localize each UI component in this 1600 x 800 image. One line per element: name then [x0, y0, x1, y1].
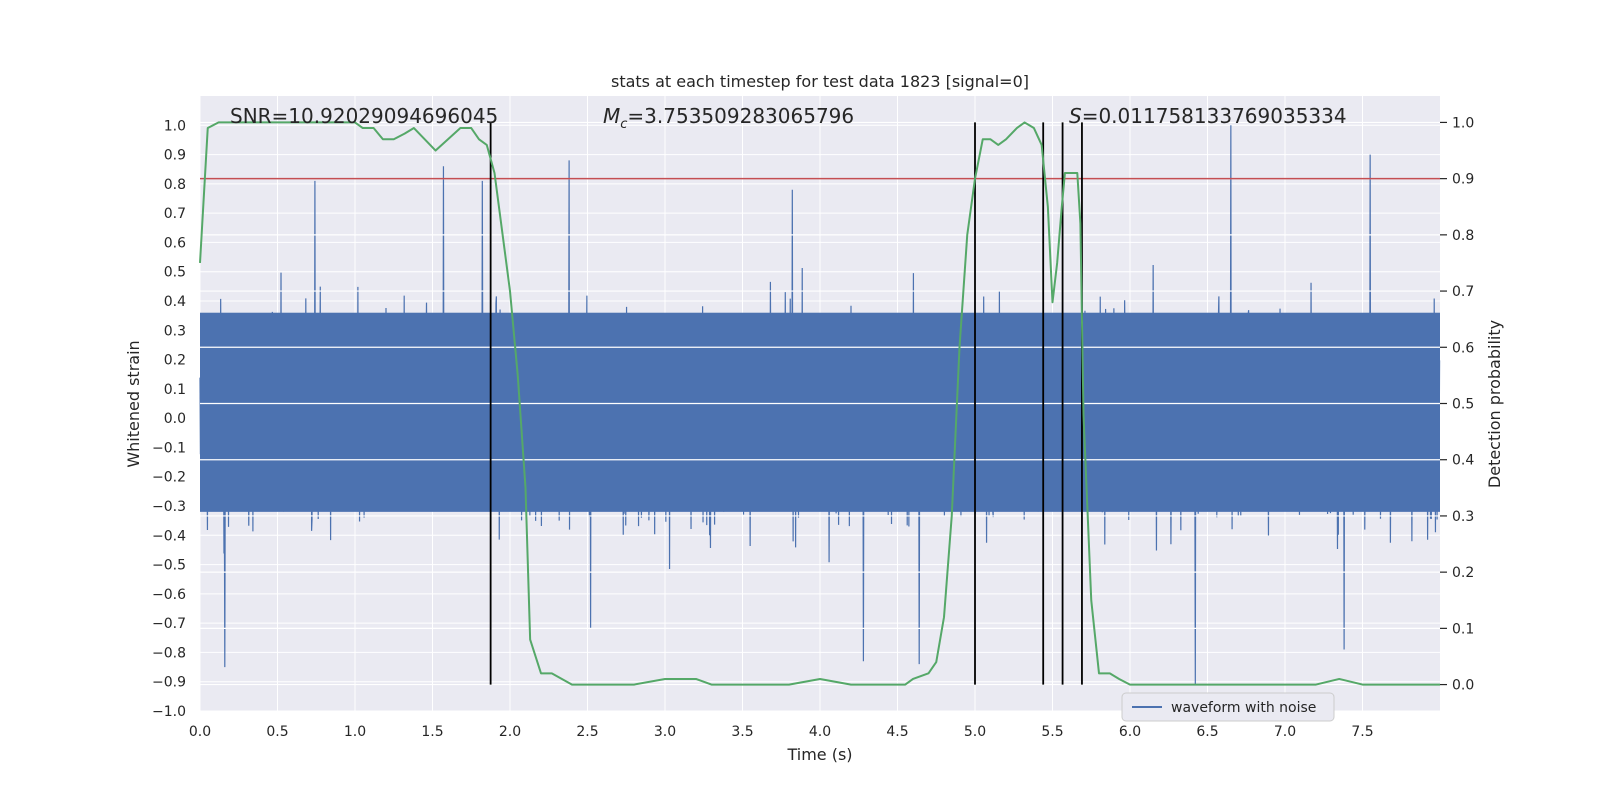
y-tick-label-right: 0.8 — [1452, 228, 1474, 244]
y-tick-label-left: −0.1 — [152, 440, 186, 456]
y-tick-label-right: 0.6 — [1452, 340, 1474, 356]
y-tick-label-right: 0.4 — [1452, 453, 1474, 469]
legend-box — [1121, 692, 1335, 722]
y-tick-label-right: 0.0 — [1452, 678, 1474, 694]
tick-labels: 0.0 0.5 1.0 1.5 2.0 2.5 3.0 3.5 4.0 4.5 5.0 5.5 6.0 6… — [152, 115, 1474, 740]
x-tick-label: 4.0 — [809, 724, 831, 740]
x-tick-label: 0.0 — [189, 724, 211, 740]
y-tick-label-left: −0.8 — [152, 645, 186, 661]
waveform-core-band — [200, 312, 1440, 512]
x-tick-label: 1.0 — [344, 724, 366, 740]
y-tick-label-right: 0.9 — [1452, 172, 1474, 188]
y-tick-label-left: 0.6 — [164, 235, 186, 251]
x-tick-label: 1.5 — [421, 724, 443, 740]
x-tick-label: 3.0 — [654, 724, 676, 740]
legend-label: waveform with noise — [1171, 700, 1316, 716]
y-tick-label-right: 0.3 — [1452, 509, 1474, 525]
probability-series — [199, 121, 1440, 686]
y-tick-label-left: 0.0 — [164, 411, 186, 427]
vertical-markers — [489, 122, 1083, 685]
y-tick-label-right: 0.5 — [1452, 397, 1474, 413]
legend: waveform with noise — [1121, 692, 1335, 722]
x-tick-label: 2.5 — [576, 724, 598, 740]
y-tick-label-left: 0.7 — [164, 206, 186, 222]
y-tick-label-right: 1.0 — [1452, 115, 1474, 131]
x-tick-label: 4.5 — [886, 724, 908, 740]
y-axis-left-label: Whitened strain — [124, 340, 143, 467]
y-tick-label-left: 1.0 — [164, 118, 186, 134]
y-tick-label-left: 0.5 — [164, 265, 186, 281]
y-tick-label-left: −0.6 — [152, 587, 186, 603]
y-tick-label-left: −0.3 — [152, 499, 186, 515]
y-tick-label-left: 0.8 — [164, 177, 186, 193]
y-tick-label-left: −0.5 — [152, 558, 186, 574]
y-tick-label-left: 0.2 — [164, 353, 186, 369]
x-tick-label: 5.5 — [1041, 724, 1063, 740]
y-tick-label-left: −0.2 — [152, 470, 186, 486]
y-tick-label-left: −1.0 — [152, 704, 186, 720]
y-tick-label-left: −0.9 — [152, 675, 186, 691]
chirp-mass-annotation: Mc=3.753509283065796 — [603, 104, 854, 132]
chart-title: stats at each timestep for test data 182… — [611, 72, 1029, 91]
y-tick-label-left: 0.1 — [164, 382, 186, 398]
x-tick-label: 6.0 — [1119, 724, 1141, 740]
x-axis-label: Time (s) — [786, 745, 852, 764]
y-tick-label-left: −0.4 — [152, 528, 186, 544]
y-tick-label-left: 0.3 — [164, 323, 186, 339]
x-tick-label: 5.0 — [964, 724, 986, 740]
x-tick-label: 3.5 — [731, 724, 753, 740]
x-tick-label: 7.5 — [1351, 724, 1373, 740]
y-tick-label-left: 0.9 — [164, 148, 186, 164]
x-tick-label: 2.0 — [499, 724, 521, 740]
x-tick-label: 0.5 — [266, 724, 288, 740]
s-annotation: S=0.011758133769035334 — [1069, 104, 1347, 128]
y-tick-label-left: 0.4 — [164, 294, 186, 310]
waveform-series — [199, 125, 1441, 685]
snr-annotation: SNR=10.92029094696045 — [230, 104, 498, 128]
y-tick-label-right: 0.2 — [1452, 565, 1474, 581]
x-tick-label: 7.0 — [1274, 724, 1296, 740]
x-tick-label: 6.5 — [1196, 724, 1218, 740]
y-tick-label-right: 0.7 — [1452, 284, 1474, 300]
y-tick-label-left: −0.7 — [152, 616, 186, 632]
y-axis-right-label: Detection probability — [1485, 320, 1504, 488]
y-tick-label-right: 0.1 — [1452, 621, 1474, 637]
probability-line — [199, 121, 1440, 686]
